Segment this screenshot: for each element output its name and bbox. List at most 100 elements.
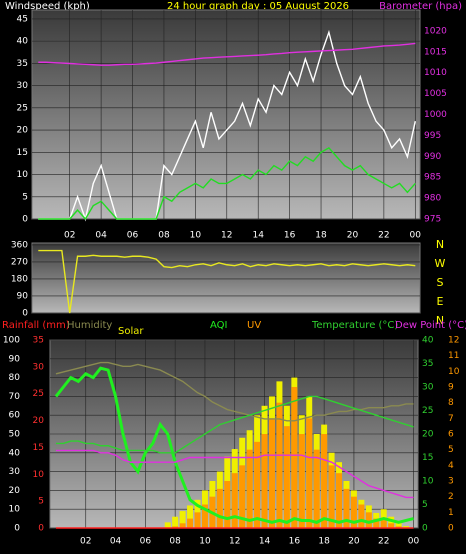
y-tick-label: 30	[17, 81, 29, 91]
y-tick-label: 990	[424, 152, 441, 162]
y-tick-label: 35	[17, 59, 28, 69]
x-tick-label: 02	[64, 231, 75, 241]
series-line	[55, 361, 414, 422]
series-bar	[224, 481, 231, 528]
y-tick-label: 15	[33, 443, 44, 453]
series-bar	[269, 418, 275, 528]
y-tick-label: 40	[422, 336, 434, 346]
y-tick-label: 0	[38, 524, 44, 534]
series-line	[38, 249, 416, 314]
y-tick-label: 0	[22, 215, 28, 225]
y-tick-label: 11	[448, 351, 459, 361]
x-tick-label: 10	[199, 537, 211, 547]
series-bar	[350, 496, 357, 528]
legend-entry: Humidity	[67, 320, 112, 331]
series-bar	[201, 504, 208, 528]
y-tick-label: 8	[448, 398, 454, 408]
chart-title: 24 hour graph day : 05 August 2026	[167, 1, 349, 12]
left-axis-title: Windspeed (kph)	[5, 1, 90, 12]
x-tick-label: 18	[318, 537, 330, 547]
x-tick-label: 06	[127, 231, 139, 241]
compass-label: W	[435, 257, 446, 270]
y-tick-label: 6	[448, 430, 454, 440]
series-bar	[291, 387, 298, 528]
y-tick-label: 90	[17, 291, 29, 301]
y-tick-label: 995	[424, 131, 441, 141]
y-tick-label: 30	[9, 467, 21, 477]
series-bar	[246, 449, 253, 528]
series-line	[55, 395, 414, 454]
series-bar	[239, 465, 246, 528]
series-bar	[388, 516, 395, 528]
series-line	[38, 42, 416, 66]
x-tick-label: 16	[289, 537, 301, 547]
series-bar	[283, 426, 290, 528]
series-bar	[298, 434, 305, 528]
legend-entry: Rainfall (mm)	[2, 320, 70, 331]
y-tick-label: 5	[422, 500, 428, 510]
series-bar	[328, 465, 335, 528]
y-tick-label: 10	[33, 470, 45, 480]
y-tick-label: 40	[9, 448, 21, 458]
y-tick-label: 1	[448, 508, 454, 518]
series-bar	[321, 434, 328, 528]
y-tick-label: 7	[448, 414, 454, 424]
legend-entry: Solar	[118, 326, 144, 337]
series-bar	[172, 526, 179, 528]
series-bar	[276, 402, 283, 528]
series-bar	[373, 518, 380, 528]
y-tick-label: 5	[22, 192, 28, 202]
y-tick-label: 1010	[424, 68, 447, 78]
y-tick-label: 0	[14, 524, 20, 534]
series-bar	[336, 473, 343, 528]
y-tick-label: 9	[448, 383, 454, 393]
x-tick-label: 22	[378, 231, 389, 241]
y-tick-label: 90	[9, 354, 21, 364]
y-tick-label: 1020	[424, 26, 447, 36]
series-bar	[365, 512, 372, 528]
x-tick-label: 14	[252, 231, 264, 241]
series-bar	[179, 511, 186, 528]
x-tick-label: 08	[158, 231, 170, 241]
y-tick-label: 20	[33, 416, 45, 426]
y-tick-label: 35	[33, 336, 44, 346]
x-tick-label: 00	[410, 231, 422, 241]
series-bar	[313, 449, 320, 528]
series-bar	[179, 523, 186, 528]
y-tick-label: 30	[422, 383, 434, 393]
series-bar	[343, 488, 350, 528]
y-tick-label: 50	[9, 430, 21, 440]
y-tick-label: 100	[3, 336, 20, 346]
x-tick-label: 22	[378, 537, 389, 547]
y-tick-label: 15	[422, 453, 433, 463]
series-bar	[164, 522, 171, 528]
series-bar	[395, 522, 402, 528]
y-tick-label: 10	[17, 170, 29, 180]
x-tick-label: 08	[169, 537, 181, 547]
y-tick-label: 0	[22, 309, 28, 319]
series-bar	[231, 473, 238, 528]
legend-entry: Dew Point (°C)	[395, 320, 466, 331]
series-bar	[358, 504, 365, 528]
series-bar	[187, 518, 194, 528]
x-tick-label: 14	[259, 537, 271, 547]
y-tick-label: 3	[448, 477, 454, 487]
series-bar	[395, 526, 402, 528]
x-tick-label: 12	[221, 231, 232, 241]
x-tick-label: 20	[348, 537, 360, 547]
series-line	[38, 29, 416, 222]
compass-label: N	[436, 314, 444, 327]
y-tick-label: 360	[11, 240, 28, 250]
y-tick-label: 80	[9, 373, 21, 383]
x-tick-label: 04	[110, 537, 122, 547]
series-line	[55, 449, 414, 499]
y-tick-label: 12	[448, 336, 459, 346]
series-bar	[216, 488, 223, 528]
x-tick-label: 12	[229, 537, 240, 547]
y-tick-label: 10	[9, 505, 21, 515]
y-tick-label: 20	[422, 430, 434, 440]
y-tick-label: 975	[424, 215, 441, 225]
plot-area	[31, 242, 421, 314]
legend-entry: AQI	[210, 320, 228, 331]
y-tick-label: 25	[422, 406, 433, 416]
